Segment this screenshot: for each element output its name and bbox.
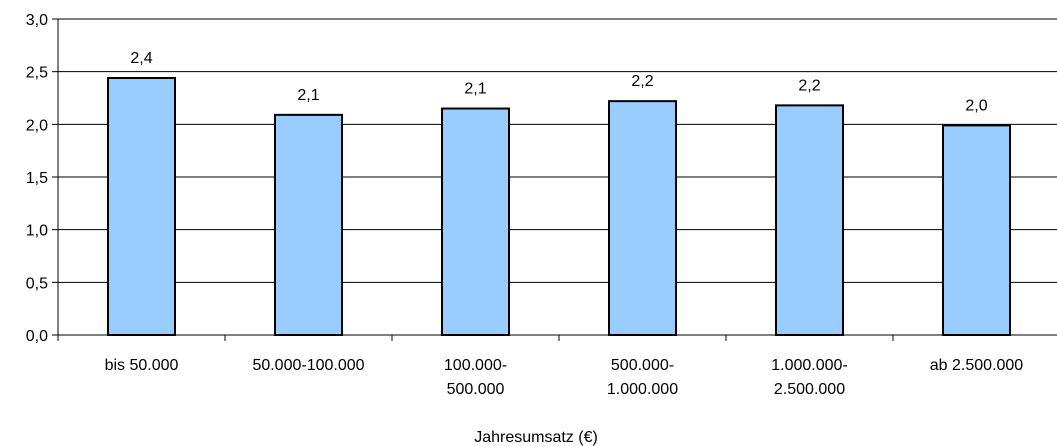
category-label: 2.500.000 (774, 381, 845, 398)
y-tick-label: 0,5 (26, 275, 48, 292)
bar (775, 104, 844, 336)
y-tick-label: 2,0 (26, 117, 48, 134)
label-layer: 0,0 0,5 1,0 1,5 2,0 2,5 3,0 2,4 bis 50.000 2,1 50.… (26, 12, 1024, 398)
category-label: 100.000- (444, 357, 507, 374)
y-tick-label: 1,5 (26, 170, 48, 187)
category-label: 500.000- (611, 357, 674, 374)
bar (274, 113, 343, 336)
category-label: 50.000-100.000 (252, 357, 364, 374)
y-tick-label: 3,0 (26, 12, 48, 29)
bar (441, 107, 510, 336)
category-label: bis 50.000 (105, 357, 179, 374)
bar (608, 100, 677, 336)
bar (107, 76, 176, 336)
bar (942, 124, 1011, 336)
data-label: 2,4 (130, 50, 152, 67)
axis-layer (52, 18, 1057, 341)
data-label: 2,2 (798, 77, 820, 94)
category-label: 1.000.000- (771, 357, 848, 374)
data-label: 2,1 (297, 87, 319, 104)
y-tick-label: 2,5 (26, 65, 48, 82)
y-tick-label: 1,0 (26, 223, 48, 240)
bar-layer (107, 76, 1011, 336)
grid-layer (58, 18, 1057, 283)
y-tick-label: 0,0 (26, 328, 48, 345)
category-label: 1.000.000 (607, 381, 678, 398)
data-label: 2,1 (464, 81, 486, 98)
data-label: 2,0 (965, 97, 987, 114)
category-label: ab 2.500.000 (930, 357, 1024, 374)
data-label: 2,2 (631, 73, 653, 90)
category-label: 500.000 (447, 381, 505, 398)
x-axis-title: Jahresumsatz (€) (474, 429, 598, 446)
